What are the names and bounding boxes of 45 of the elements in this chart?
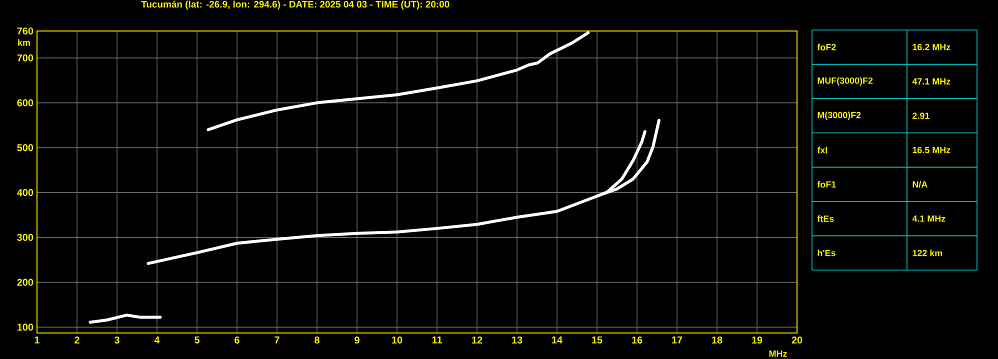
- x-tick-label: 10: [392, 336, 402, 344]
- text: 16.2 MHz: [912, 44, 950, 50]
- x-tick-label: 18: [712, 336, 722, 344]
- text: MUF(3000)F2: [818, 77, 873, 86]
- y-tick-label: 700: [17, 54, 34, 62]
- y-tick-label: 400: [17, 189, 34, 196]
- text: 47.1 MHz: [912, 78, 950, 84]
- y-tick-label: 100: [17, 324, 34, 331]
- text: ftEs: [817, 215, 834, 222]
- y-tick-label: 500: [17, 144, 34, 152]
- x-tick-label: 7: [274, 336, 280, 344]
- y-tick-label: 600: [17, 99, 34, 106]
- x-tick-label: 8: [314, 336, 320, 344]
- x-tick-label: 6: [234, 336, 240, 344]
- text: foF1: [817, 181, 836, 188]
- chart-title: Tucumán (lat: -26.9, lon: 294.6) - DATE: 2025 04 03 - TIME (UT): 20:00: [141, 0, 450, 10]
- x-tick-label: 9: [354, 336, 360, 344]
- x-tick-label: 15: [592, 336, 602, 344]
- text: foF2: [817, 44, 836, 50]
- x-tick-label: 19: [752, 336, 762, 344]
- x-tick-label: 5: [194, 336, 200, 344]
- text: M(3000)F2: [818, 112, 861, 120]
- text: 122 km: [912, 250, 942, 256]
- x-tick-label: 4: [154, 336, 160, 344]
- x-tick-label: 14: [552, 336, 562, 344]
- y-axis-title: km: [18, 39, 30, 46]
- x-tick-label: 16: [632, 336, 642, 344]
- x-tick-label: 2: [74, 336, 80, 344]
- x-tick-label: 17: [672, 336, 682, 344]
- text: 16.5 MHz: [912, 146, 950, 154]
- y-tick-label: 760: [17, 27, 34, 35]
- x-tick-label: 12: [472, 336, 482, 344]
- x-tick-label: 3: [114, 336, 120, 344]
- text: h'Es: [818, 250, 836, 256]
- text: fxI: [817, 146, 828, 154]
- x-axis-title: MHz: [769, 350, 787, 357]
- text: 4.1 MHz: [912, 216, 946, 222]
- y-tick-label: 300: [17, 234, 34, 241]
- x-tick-label: 1: [34, 336, 40, 344]
- x-tick-label: 11: [432, 336, 442, 344]
- y-tick-label: 200: [17, 278, 34, 286]
- x-tick-label: 20: [792, 336, 802, 344]
- text: N/A: [912, 180, 928, 188]
- x-tick-label: 13: [512, 336, 522, 344]
- text: 2.91: [912, 112, 930, 119]
